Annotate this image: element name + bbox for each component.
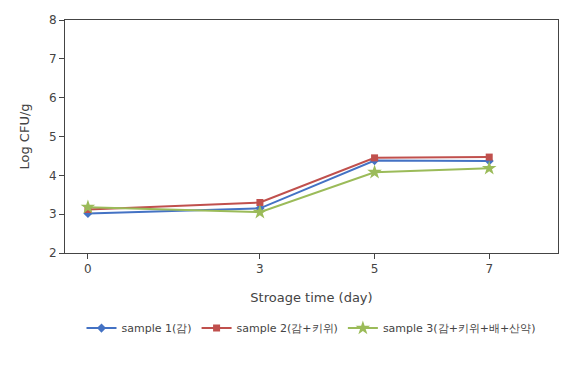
svg-text:Stroage time (day): Stroage time (day) — [250, 290, 372, 305]
svg-text:3: 3 — [256, 262, 264, 276]
svg-text:7: 7 — [485, 262, 493, 276]
svg-text:5: 5 — [49, 130, 57, 144]
svg-text:sample 2(감+키위): sample 2(감+키위) — [237, 322, 338, 335]
svg-text:4: 4 — [49, 169, 57, 183]
svg-text:6: 6 — [49, 91, 57, 105]
svg-text:5: 5 — [371, 262, 379, 276]
svg-text:2: 2 — [49, 246, 57, 260]
svg-text:7: 7 — [49, 52, 57, 66]
svg-text:Log CFU/g: Log CFU/g — [17, 103, 32, 169]
svg-text:sample 1(감): sample 1(감) — [122, 322, 192, 335]
svg-text:0: 0 — [84, 262, 92, 276]
svg-text:sample 3(감+키위+배+산약): sample 3(감+키위+배+산약) — [383, 322, 536, 335]
svg-text:8: 8 — [49, 13, 57, 27]
svg-text:3: 3 — [49, 207, 57, 221]
